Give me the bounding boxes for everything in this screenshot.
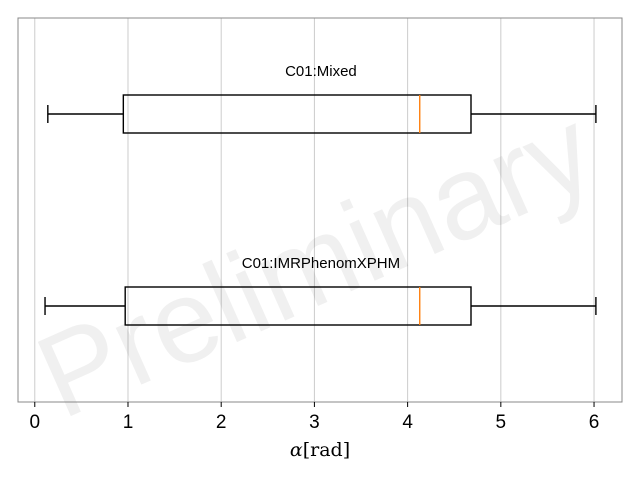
x-axis-label: α[rad]	[290, 439, 350, 461]
x-axis-label-symbol: α	[290, 439, 303, 461]
boxes: C01:Mixed C01:IMRPhenomXPHM	[44, 63, 597, 326]
x-tick-label-3: 3	[309, 412, 320, 433]
x-tick-label-4: 4	[402, 412, 413, 433]
x-axis-label-unit: [rad]	[303, 439, 350, 461]
x-tick-label-2: 2	[216, 412, 227, 433]
x-tick-label-6: 6	[589, 412, 600, 433]
box-iqr	[122, 94, 472, 134]
x-axis-ticks: 0 1 2 3 4 5 6	[29, 402, 599, 433]
box-2: C01:IMRPhenomXPHM	[44, 255, 597, 326]
box-iqr	[124, 286, 472, 326]
x-tick-label-1: 1	[123, 412, 134, 433]
x-tick-label-5: 5	[496, 412, 507, 433]
x-tick-label-0: 0	[29, 412, 40, 433]
box-label: C01:IMRPhenomXPHM	[242, 255, 400, 272]
grid-lines	[34, 18, 595, 402]
plot-frame	[17, 17, 623, 403]
box-label: C01:Mixed	[285, 63, 357, 80]
box-1: C01:Mixed	[47, 63, 597, 134]
